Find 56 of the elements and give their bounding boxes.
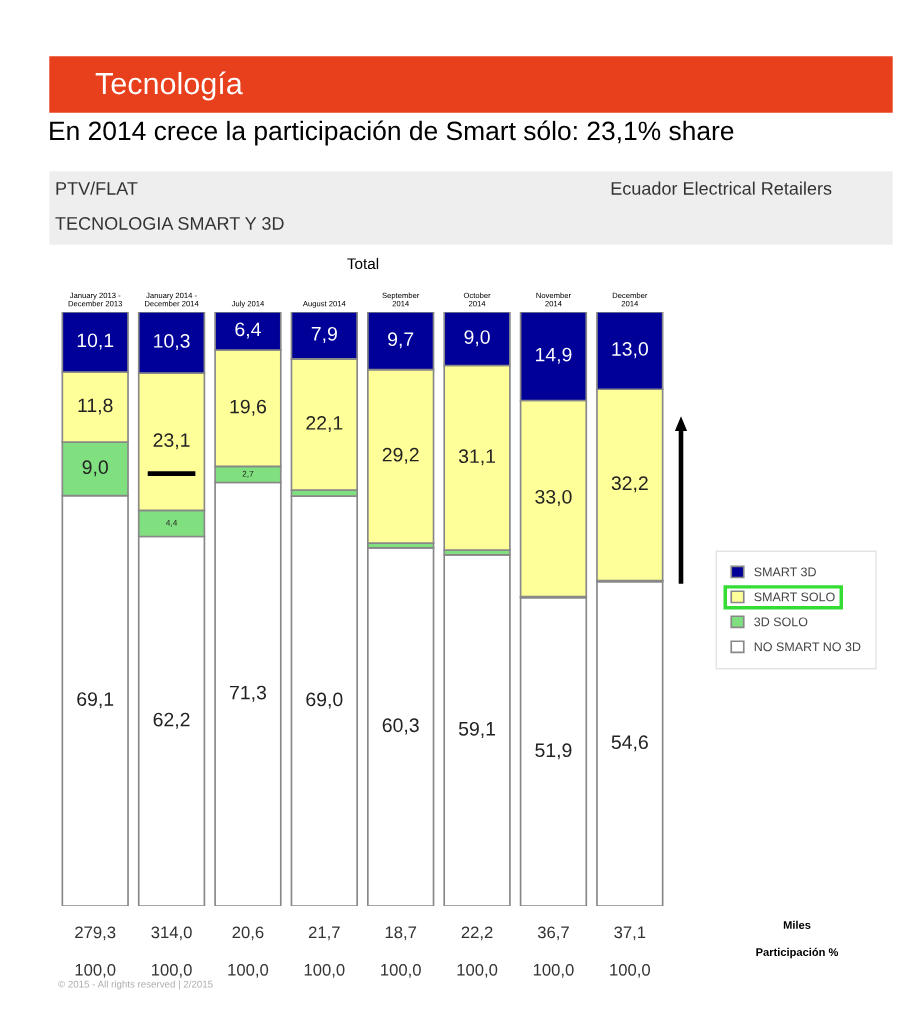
data-label: 9,0 <box>464 330 490 347</box>
data-label: 62,2 <box>153 712 190 729</box>
text: 100,0 <box>151 963 192 978</box>
text: Miles <box>783 920 811 929</box>
legend-label: NO SMART NO 3D <box>754 642 861 652</box>
data-label: 59,1 <box>458 721 496 738</box>
data-label: 54,6 <box>611 735 648 752</box>
data-label: 6,4 <box>235 322 261 339</box>
text: Ecuador Electrical Retailers <box>611 181 832 195</box>
data-label: 10,3 <box>154 334 190 351</box>
legend-label: SMART SOLO <box>754 592 835 602</box>
data-label: 2,7 <box>242 470 254 478</box>
chart-subtitle: En 2014 crece la participación de Smart sólo: 23,1% share <box>50 120 734 146</box>
data-label: 9,0 <box>82 460 108 477</box>
data-label: 69,1 <box>77 692 114 709</box>
text: 100,0 <box>533 963 574 978</box>
text: 20,6 <box>232 926 264 941</box>
text: 100,0 <box>381 963 421 978</box>
data-label: 10,1 <box>77 333 114 350</box>
data-label: 51,9 <box>535 743 572 760</box>
data-label: 4,4 <box>165 519 178 527</box>
chart-title: Tecnología <box>95 71 243 101</box>
text: 21,7 <box>308 926 340 941</box>
text: 18,7 <box>385 926 417 941</box>
text: 100,0 <box>457 963 498 978</box>
data-label: 19,6 <box>230 399 267 416</box>
data-label: 31,1 <box>458 449 496 466</box>
data-label: 33,0 <box>535 489 572 507</box>
data-label: 13,0 <box>612 342 648 359</box>
legend-label: 3D SOLO <box>754 617 808 627</box>
data-label: 29,2 <box>382 447 419 464</box>
data-label: 14,9 <box>536 347 572 364</box>
text: 314,0 <box>151 926 192 941</box>
text: 100,0 <box>610 963 651 978</box>
text: Total <box>347 257 379 270</box>
data-label: 69,0 <box>306 692 343 709</box>
text: 37,1 <box>614 926 646 941</box>
text: © 2015 - All rights reserved | 2/2015 <box>58 980 213 990</box>
data-label: 23,1 <box>153 433 190 450</box>
text: TECNOLOGIA SMART Y 3D <box>55 217 284 230</box>
text: 279,3 <box>75 926 116 941</box>
text: 22,2 <box>461 926 493 941</box>
text: PTV/FLAT <box>56 181 138 195</box>
text: 100,0 <box>228 963 269 978</box>
legend-label: SMART 3D <box>754 567 816 577</box>
data-label: 71,3 <box>230 685 267 702</box>
data-label: 7,9 <box>311 326 337 343</box>
data-label: 60,3 <box>382 718 419 735</box>
text: 36,7 <box>537 926 569 941</box>
data-label: 22,1 <box>306 416 343 433</box>
data-label: 9,7 <box>388 332 414 349</box>
text: 100,0 <box>304 963 345 978</box>
data-label: 11,8 <box>78 398 113 415</box>
data-label: 32,2 <box>611 476 648 493</box>
text: 100,0 <box>75 963 116 978</box>
text: Participación % <box>756 947 839 959</box>
